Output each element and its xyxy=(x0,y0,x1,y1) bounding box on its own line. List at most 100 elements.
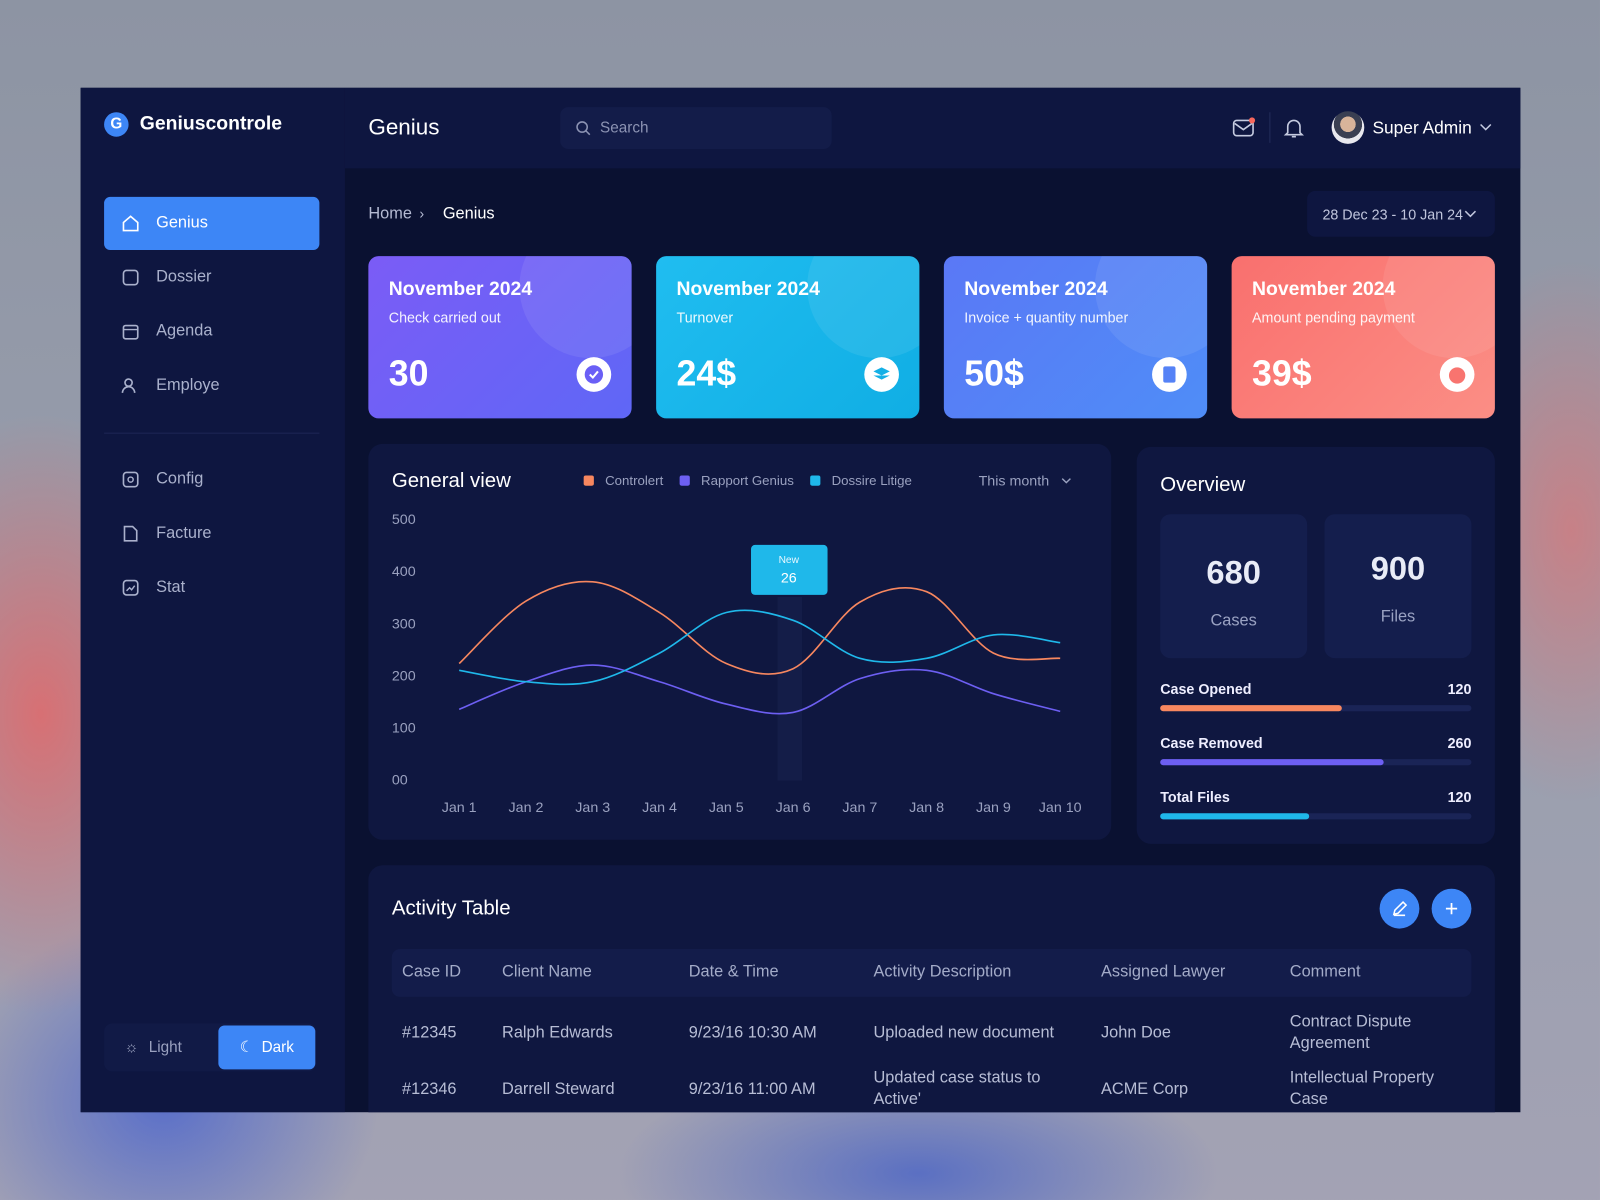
app-frame: G Geniuscontrole Genius Search Super Adm… xyxy=(80,87,1521,1113)
legend-label: Dossire Litige xyxy=(832,473,912,488)
card-label: Invoice + quantity number xyxy=(964,309,1129,326)
column-header: Assigned Lawyer xyxy=(1101,963,1226,981)
overview-tile: 900 Files xyxy=(1324,514,1472,659)
card-period: November 2024 xyxy=(1252,278,1396,300)
card-value: 50$ xyxy=(964,354,1024,394)
nav-item[interactable]: Dossier xyxy=(104,251,319,304)
y-tick-label: 300 xyxy=(392,616,416,632)
x-tick-label: Jan 7 xyxy=(842,800,877,816)
table-cell: #12345 xyxy=(402,1023,457,1042)
nav-item[interactable]: Employe xyxy=(104,359,319,412)
mail-icon[interactable] xyxy=(1232,115,1256,139)
progress-fill xyxy=(1160,759,1384,766)
divider xyxy=(1269,112,1271,143)
x-tick-label: Jan 9 xyxy=(976,800,1011,816)
y-tick-label: 500 xyxy=(392,512,416,528)
chevron[interactable] xyxy=(1480,122,1492,132)
stat-card[interactable]: November 2024 Turnover 24$ xyxy=(656,256,920,419)
progress-track xyxy=(1160,813,1472,820)
tooltip-label: New xyxy=(779,555,800,566)
column-header: Case ID xyxy=(402,963,462,981)
stat-card[interactable]: November 2024 Check carried out 30 xyxy=(368,256,632,419)
edit-button[interactable] xyxy=(1379,888,1420,929)
table-cell: #12346 xyxy=(402,1080,457,1098)
nav-divider xyxy=(104,432,320,434)
app-window: G Geniuscontrole Genius Search Super Adm… xyxy=(80,87,1521,1113)
bar-value: 120 xyxy=(1447,788,1472,806)
nav-item[interactable]: Facture xyxy=(104,507,319,560)
card-value: 30 xyxy=(388,354,429,394)
bell-icon[interactable] xyxy=(1282,115,1306,139)
date-range-text: 28 Dec 23 - 10 Jan 24 xyxy=(1322,206,1464,223)
page-title: Genius xyxy=(368,114,440,140)
x-tick-label: Jan 2 xyxy=(509,800,544,816)
card-period: November 2024 xyxy=(964,278,1108,300)
nav-label: Genius xyxy=(156,214,208,232)
theme-dark[interactable]: ☾ Dark xyxy=(218,1025,316,1070)
nav-label: Agenda xyxy=(156,322,213,340)
bar-label: Case Removed xyxy=(1160,734,1263,752)
table-cell: ACME Corp xyxy=(1101,1080,1189,1098)
nav-label: Stat xyxy=(156,578,186,596)
nav-item[interactable]: Config xyxy=(104,453,319,506)
user-name[interactable]: Super Admin xyxy=(1372,118,1472,138)
bar-value: 120 xyxy=(1447,680,1472,697)
card-icon xyxy=(576,357,612,392)
card-decor xyxy=(807,256,920,359)
nav-label: Employe xyxy=(156,376,220,394)
table-cell: 9/23/16 11:00 AM xyxy=(688,1080,816,1098)
stat-card[interactable]: November 2024 Invoice + quantity number 50… xyxy=(943,256,1208,419)
add-button[interactable] xyxy=(1431,888,1472,929)
legend-swatch xyxy=(810,475,821,486)
x-tick-label: Jan 10 xyxy=(1039,800,1082,816)
x-tick-label: Jan 8 xyxy=(909,800,944,816)
search-box[interactable]: Search xyxy=(560,107,832,149)
table-cell: Ralph Edwards xyxy=(502,1023,613,1042)
nav-item[interactable]: Stat xyxy=(104,561,319,614)
nav-item[interactable]: Genius xyxy=(104,196,320,250)
column-header: Activity Description xyxy=(873,963,1012,981)
table-cell: John Doe xyxy=(1101,1023,1171,1042)
overview-title: Overview xyxy=(1160,473,1246,496)
sidebar xyxy=(80,87,345,1113)
chart-title: General view xyxy=(392,470,511,492)
legend-label: Rapport Genius xyxy=(701,473,794,488)
overview-tile: 680 Cases xyxy=(1160,514,1308,659)
search-icon xyxy=(576,121,591,136)
nav-icon xyxy=(122,579,139,596)
date-range[interactable]: 28 Dec 23 - 10 Jan 24 xyxy=(1307,190,1495,237)
table-cell: Darrell Steward xyxy=(502,1080,615,1098)
column-header: Comment xyxy=(1289,963,1361,981)
progress-track xyxy=(1160,705,1472,712)
line-series xyxy=(458,664,1061,715)
nav-icon xyxy=(122,471,139,488)
y-tick-label: 400 xyxy=(392,564,416,580)
breadcrumb-home[interactable]: Home xyxy=(368,205,412,223)
breadcrumb-current: Genius xyxy=(442,205,495,223)
progress-fill xyxy=(1160,705,1342,712)
x-tick-label: Jan 3 xyxy=(575,800,610,816)
card-label: Check carried out xyxy=(388,309,501,326)
table-cell: 9/23/16 10:30 AM xyxy=(688,1023,817,1042)
nav-label: Facture xyxy=(156,524,212,542)
nav-icon xyxy=(123,525,138,542)
card-label: Amount pending payment xyxy=(1252,309,1415,326)
card-period: November 2024 xyxy=(676,278,820,300)
stat-card[interactable]: November 2024 Amount pending payment 39$ xyxy=(1231,256,1495,419)
chart-filter[interactable]: This month xyxy=(979,473,1050,489)
card-value: 24$ xyxy=(676,354,737,394)
x-tick-label: Jan 6 xyxy=(776,800,811,816)
legend-swatch xyxy=(583,475,594,486)
theme-label: Dark xyxy=(261,1038,294,1057)
table-cell: Intellectual Property Case xyxy=(1289,1069,1435,1109)
line-chart: General view This month New 26 00 100 200 3… xyxy=(392,470,1082,816)
breadcrumb-sep: › xyxy=(419,205,425,222)
theme-light[interactable]: ☼ Light xyxy=(124,1038,182,1057)
nav-item[interactable]: Agenda xyxy=(104,305,319,358)
card-decor xyxy=(1094,256,1208,359)
avatar[interactable] xyxy=(1331,111,1365,144)
bar-value: 260 xyxy=(1447,734,1472,752)
table-cell: Contract Dispute Agreement xyxy=(1289,1013,1412,1053)
y-tick-label: 200 xyxy=(392,668,416,684)
